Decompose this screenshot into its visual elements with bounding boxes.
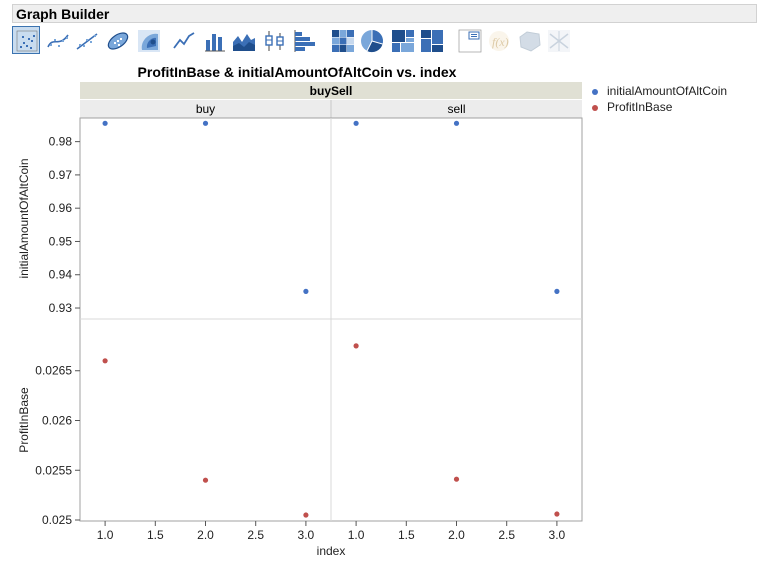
points-button[interactable] [12, 26, 40, 54]
y-axis-label-initialamountofaltcoin: initialAmountOfAltCoin [17, 158, 31, 278]
y-tick-label: 0.0265 [35, 364, 72, 378]
y-tick-label: 0.98 [49, 135, 73, 149]
map-shapes-button[interactable] [515, 26, 543, 54]
data-point-initialamountofaltcoin-sell [353, 120, 359, 126]
area-button[interactable] [229, 26, 257, 54]
treemap-icon [392, 30, 414, 52]
mosaic-button[interactable] [417, 26, 445, 54]
bar-icon [205, 34, 225, 52]
parallel-plot-button[interactable] [544, 26, 572, 54]
chart-title: ProfitInBase & initialAmountOfAltCoin vs… [138, 64, 457, 80]
data-point-profitinbase-sell [353, 343, 359, 349]
x-tick-label: 2.0 [197, 528, 214, 542]
x-tick-label: 2.0 [448, 528, 465, 542]
bar-button[interactable] [200, 26, 228, 54]
area-icon [233, 34, 255, 51]
x-tick-label: 1.0 [97, 528, 114, 542]
ellipse-icon [107, 32, 129, 50]
group-label-sell: sell [447, 102, 465, 116]
y-tick-label: 0.97 [49, 168, 73, 182]
legend-label: ProfitInBase [607, 100, 673, 114]
mosaic-icon [421, 30, 443, 52]
histogram-button[interactable] [290, 26, 318, 54]
heatmap-icon [332, 30, 354, 52]
x-tick-label: 1.0 [348, 528, 365, 542]
ellipse-button[interactable] [103, 26, 131, 54]
pie-button[interactable] [357, 26, 385, 54]
x-axis-label: index [317, 544, 346, 558]
contour-icon [138, 30, 160, 52]
data-point-profitinbase-sell [554, 511, 560, 517]
box-plot-icon [265, 31, 284, 51]
legend-marker [592, 105, 598, 111]
x-tick-label: 1.5 [398, 528, 415, 542]
formula-button[interactable]: f(x) [484, 26, 512, 54]
data-point-profitinbase-buy [303, 512, 309, 518]
x-tick-label: 3.0 [298, 528, 315, 542]
data-point-profitinbase-buy [102, 358, 108, 364]
data-point-profitinbase-buy [202, 477, 209, 483]
y-axis-label-profitinbase: ProfitInBase [17, 387, 31, 453]
smoother-button[interactable] [43, 26, 71, 54]
histogram-icon [294, 30, 315, 52]
parallel-plot-icon [548, 30, 570, 52]
data-point-profitinbase-sell [453, 476, 460, 482]
box-plot-button[interactable] [260, 26, 288, 54]
treemap-button[interactable] [388, 26, 416, 54]
x-tick-label: 2.5 [247, 528, 264, 542]
group-header-label: buySell [310, 84, 353, 98]
window-title: Graph Builder [16, 6, 110, 22]
data-point-initialamountofaltcoin-buy [303, 288, 309, 294]
graph-builder-chart: ProfitInBase & initialAmountOfAltCoin vs… [17, 64, 583, 558]
x-tick-label: 2.5 [498, 528, 515, 542]
group-header [80, 82, 582, 99]
map-shapes-icon [519, 31, 541, 52]
heatmap-button[interactable] [328, 26, 356, 54]
x-tick-label: 3.0 [549, 528, 566, 542]
line-icon [173, 32, 195, 49]
y-tick-label: 0.94 [49, 268, 73, 282]
formula-icon: f(x) [489, 31, 509, 51]
data-point-initialamountofaltcoin-buy [202, 120, 209, 126]
y-tick-label: 0.0255 [35, 463, 72, 477]
pie-icon [361, 30, 383, 53]
legend-marker [592, 89, 598, 95]
points-icon [16, 30, 38, 52]
y-tick-label: 0.026 [42, 413, 72, 427]
line-of-fit-icon [76, 33, 98, 50]
data-point-initialamountofaltcoin-sell [453, 120, 460, 126]
caption-box-icon [458, 29, 482, 53]
legend-label: initialAmountOfAltCoin [607, 84, 728, 98]
data-point-initialamountofaltcoin-buy [102, 120, 108, 126]
y-tick-label: 0.95 [49, 234, 73, 248]
y-tick-label: 0.025 [42, 513, 72, 527]
contour-button[interactable] [134, 26, 162, 54]
svg-text:f(x): f(x) [492, 35, 509, 49]
y-tick-label: 0.93 [49, 301, 73, 315]
group-label-buy: buy [196, 102, 215, 116]
data-point-initialamountofaltcoin-sell [554, 288, 560, 294]
smoother-icon [47, 34, 69, 48]
y-tick-label: 0.96 [49, 201, 73, 215]
x-tick-label: 1.5 [147, 528, 164, 542]
window-title-bar: Graph Builder [12, 4, 757, 23]
line-of-fit-button[interactable] [72, 26, 100, 54]
line-button[interactable] [169, 26, 197, 54]
caption-box-button[interactable] [455, 26, 483, 54]
